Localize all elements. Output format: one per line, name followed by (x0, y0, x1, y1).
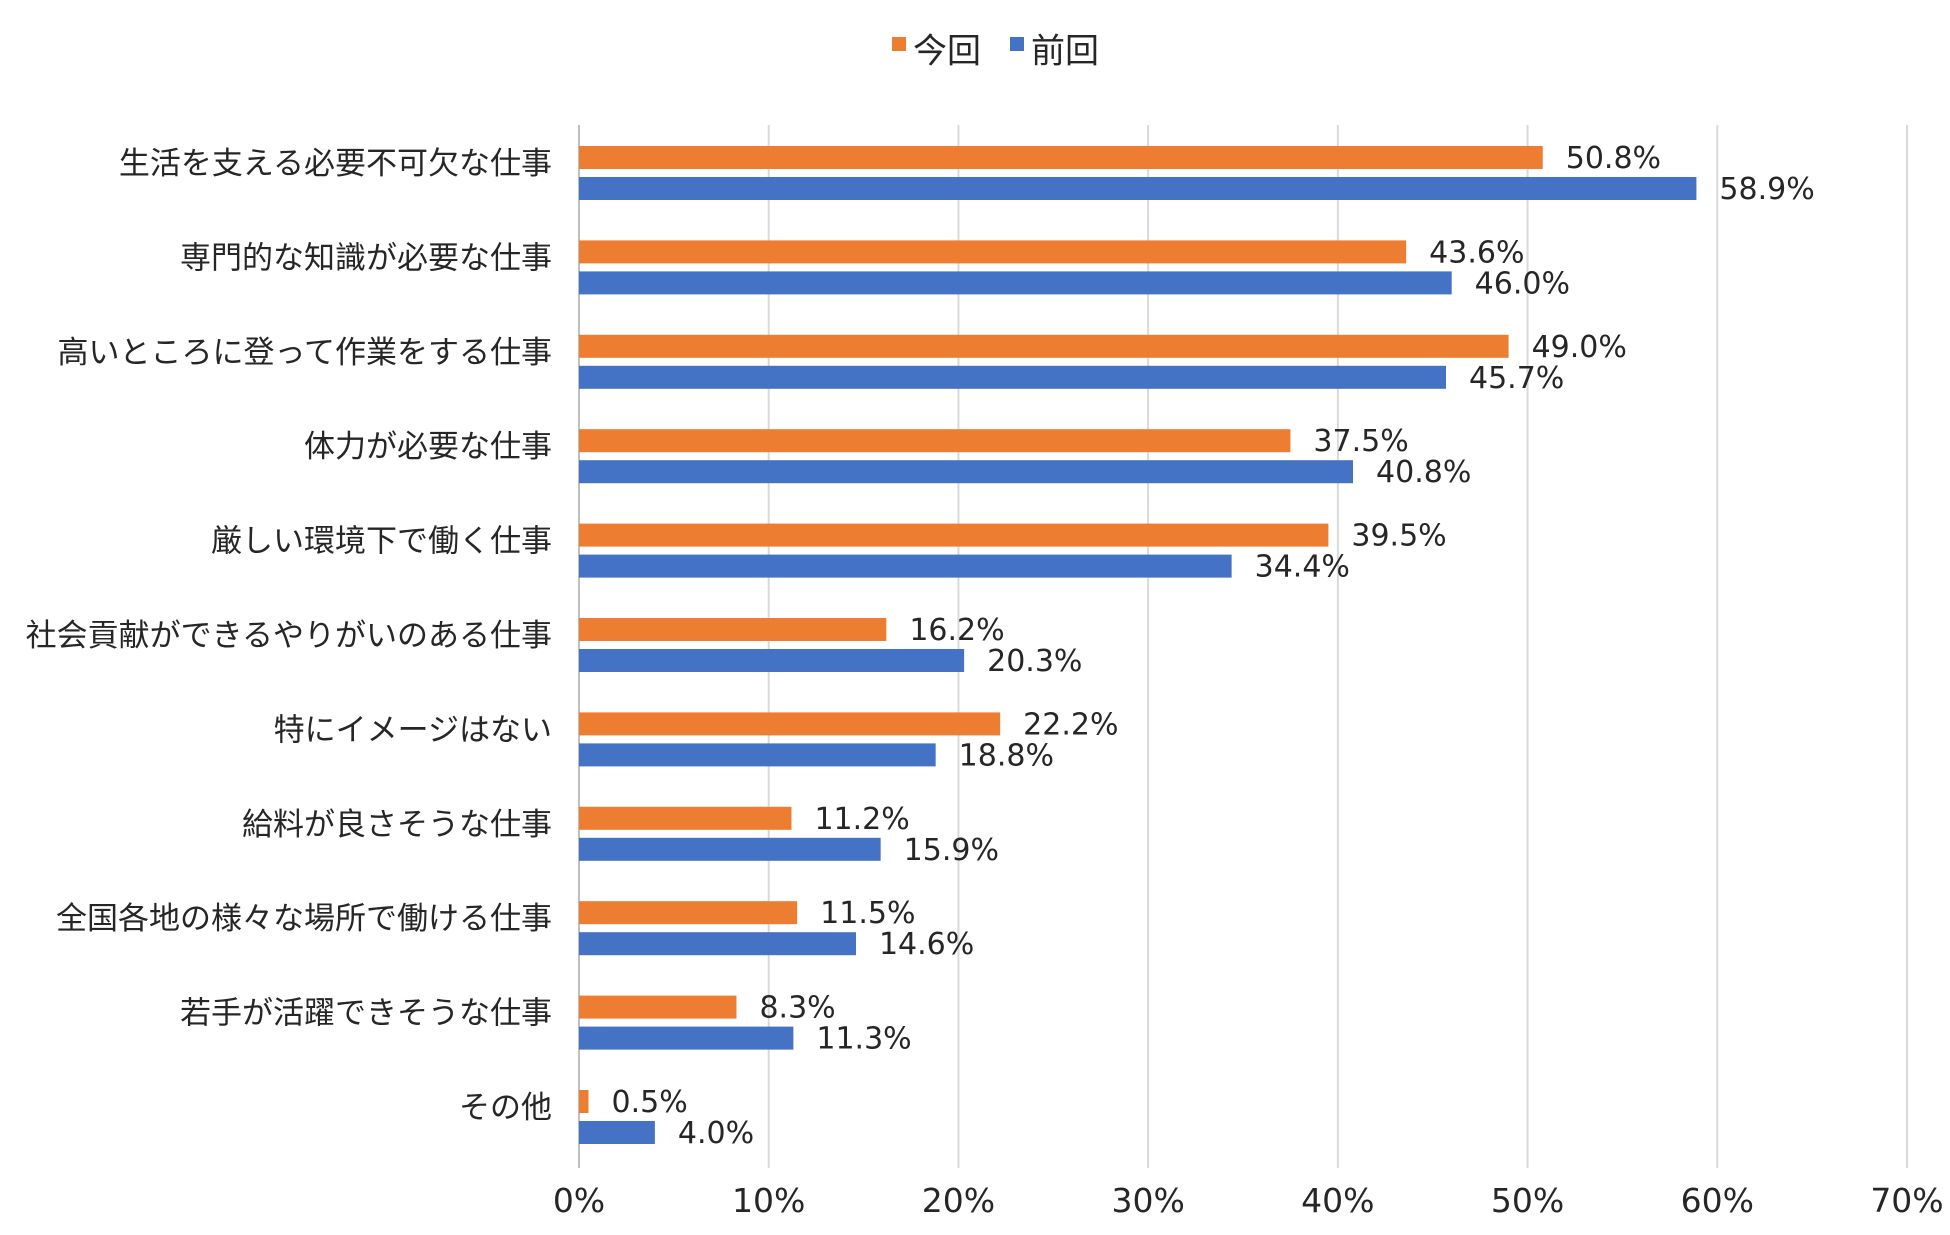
bar-previous (579, 365, 1446, 389)
gridlines (767, 125, 1908, 1168)
bar-previous (579, 177, 1697, 200)
data-label: 20.3% (987, 644, 1082, 679)
category-label: 全国各地の様々な場所で働ける仕事 (56, 901, 552, 937)
x-tick-label: 20% (922, 1181, 995, 1220)
data-label: 8.3% (759, 991, 835, 1026)
data-label: 46.0% (1475, 266, 1570, 301)
bar-current (579, 240, 1407, 264)
data-label: 37.5% (1313, 424, 1408, 459)
bar-current (579, 806, 792, 830)
data-label: 14.6% (879, 927, 974, 962)
bar-previous (579, 1121, 655, 1144)
data-label: 43.6% (1429, 235, 1524, 270)
data-label: 39.5% (1351, 519, 1446, 554)
bar-previous (579, 932, 856, 956)
bars (579, 146, 1697, 1144)
category-label: 専門的な知識が必要な仕事 (180, 240, 552, 276)
legend-swatch (1010, 37, 1024, 51)
data-label: 45.7% (1469, 361, 1564, 396)
data-label: 22.2% (1023, 707, 1118, 742)
category-label: 給料が良さそうな仕事 (242, 807, 552, 843)
bar-previous (579, 271, 1452, 295)
bar-current (579, 901, 798, 925)
category-label: 高いところに登って作業をする仕事 (58, 335, 552, 371)
legend: 今回 前回 (892, 32, 1099, 72)
data-label: 18.8% (959, 738, 1054, 773)
data-label: 11.3% (816, 1022, 911, 1057)
data-label: 50.8% (1566, 141, 1661, 176)
bar-current (579, 712, 1001, 736)
data-label: 16.2% (909, 613, 1004, 648)
legend-swatch (892, 37, 906, 51)
bar-current (579, 429, 1291, 453)
data-label: 0.5% (611, 1085, 687, 1120)
bar-previous (579, 460, 1354, 484)
bar-current (579, 995, 737, 1019)
bar-current (579, 334, 1509, 358)
bar-current (579, 618, 887, 641)
category-label: 体力が必要な仕事 (304, 429, 552, 465)
data-label: 40.8% (1376, 455, 1471, 490)
x-tick-label: 0% (553, 1181, 605, 1220)
category-labels: 生活を支える必要不可欠な仕事専門的な知識が必要な仕事高いところに登って作業をする… (26, 146, 552, 1126)
category-label: 厳しい環境下で働く仕事 (211, 524, 552, 560)
bar-previous (579, 554, 1232, 578)
legend-label: 前回 (1031, 32, 1099, 72)
bar-previous (579, 837, 881, 861)
category-label: 若手が活躍できそうな仕事 (180, 996, 552, 1032)
category-label: その他 (459, 1090, 552, 1126)
bar-current (579, 146, 1543, 169)
data-label: 15.9% (904, 833, 999, 868)
category-label: 特にイメージはない (274, 712, 552, 748)
data-label: 58.9% (1719, 172, 1814, 207)
bar-current (579, 1090, 589, 1113)
x-tick-label: 50% (1491, 1181, 1564, 1220)
data-label: 49.0% (1532, 330, 1627, 365)
x-tick-label: 60% (1681, 1181, 1754, 1220)
bar-previous (579, 649, 965, 672)
data-label: 11.2% (814, 802, 909, 837)
x-tick-label: 70% (1870, 1181, 1943, 1220)
x-tick-label: 40% (1301, 1181, 1374, 1220)
category-label: 社会貢献ができるやりがいのある仕事 (26, 618, 552, 654)
bar-previous (579, 743, 936, 767)
bar-current (579, 523, 1329, 547)
x-tick-label: 10% (732, 1181, 805, 1220)
category-label: 生活を支える必要不可欠な仕事 (119, 146, 552, 182)
value-labels: 50.8% 58.9% 43.6%46.0% 49.0%45.7% 37.5%40.8%… (611, 141, 1814, 1151)
x-tick-labels: 0% 10% 20% 30% 40% 50% 60% 70% (553, 1181, 1944, 1220)
legend-label: 今回 (913, 32, 981, 72)
data-label: 4.0% (678, 1116, 754, 1151)
data-label: 34.4% (1255, 550, 1350, 585)
bar-previous (579, 1026, 794, 1050)
x-tick-label: 30% (1111, 1181, 1184, 1220)
data-label: 11.5% (820, 896, 915, 931)
